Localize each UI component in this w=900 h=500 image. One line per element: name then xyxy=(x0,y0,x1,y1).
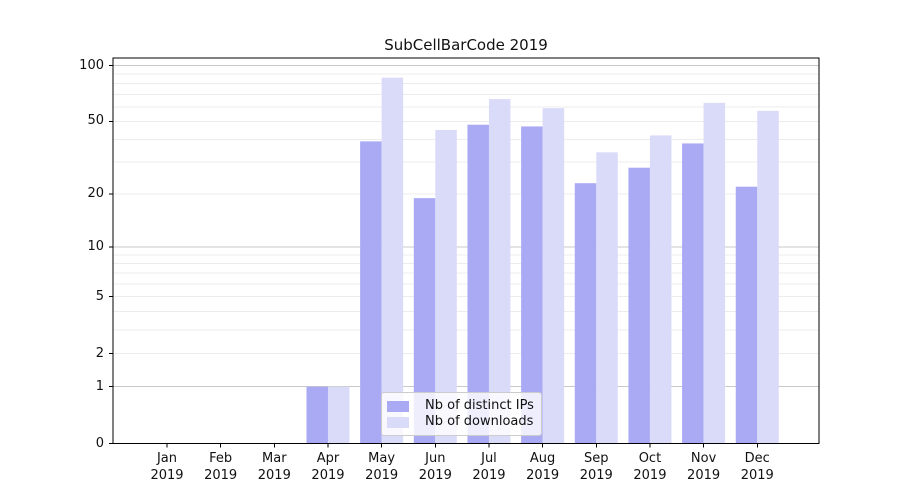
legend: Nb of distinct IPs Nb of downloads xyxy=(381,392,542,436)
x-axis-tick-label: Mar 2019 xyxy=(257,451,291,483)
y-axis-tick-label: 10 xyxy=(87,239,104,255)
bar-ips-nov xyxy=(682,143,704,444)
legend-item-distinct-ips: Nb of distinct IPs xyxy=(387,398,535,414)
bar-ips-dec xyxy=(735,186,758,444)
x-axis-tick-label: Jun 2019 xyxy=(418,451,452,483)
legend-swatch-downloads-icon xyxy=(387,416,409,428)
y-axis-tick-label: 100 xyxy=(79,57,104,73)
bar-ips-oct xyxy=(628,167,650,444)
x-axis-tick-label: Feb 2019 xyxy=(204,451,238,483)
bar-downloads-sep xyxy=(596,152,618,444)
bar-ips-apr xyxy=(306,386,328,444)
x-axis-tick-label: May 2019 xyxy=(365,451,399,483)
bar-ips-jul xyxy=(467,124,489,444)
bar-downloads-jun xyxy=(435,129,457,444)
bar-ips-jun xyxy=(413,198,436,444)
legend-item-downloads: Nb of downloads xyxy=(387,414,535,430)
y-axis-tick-label: 1 xyxy=(95,378,104,394)
bar-downloads-oct xyxy=(649,135,672,444)
x-axis-tick-label: Apr 2019 xyxy=(311,451,345,483)
chart-title: SubCellBarCode 2019 xyxy=(384,36,548,54)
legend-swatch-distinct-ips-icon xyxy=(387,400,409,412)
axes-spines xyxy=(112,57,820,445)
bar-downloads-aug xyxy=(542,108,565,444)
y-axis-tick-label: 50 xyxy=(87,113,104,129)
bar-ips-aug xyxy=(521,126,543,444)
bar-ips-may xyxy=(360,141,382,444)
bar-downloads-nov xyxy=(703,102,726,444)
bar-downloads-apr xyxy=(327,386,350,444)
y-axis-tick-label: 20 xyxy=(87,186,104,202)
bar-downloads-dec xyxy=(757,110,779,444)
y-axis-tick-label: 2 xyxy=(95,345,104,361)
x-axis-tick-label: Oct 2019 xyxy=(633,451,667,483)
bar-downloads-jul xyxy=(488,99,511,444)
y-axis-tick-label: 0 xyxy=(95,435,104,451)
bar-downloads-may xyxy=(381,77,404,444)
x-axis-tick-label: Sep 2019 xyxy=(579,451,613,483)
x-axis-tick-label: Jul 2019 xyxy=(472,451,506,483)
bar-ips-sep xyxy=(574,183,597,444)
x-axis-tick-label: Jan 2019 xyxy=(150,451,184,483)
x-axis-tick-label: Dec 2019 xyxy=(740,451,774,483)
y-axis-tick-label: 5 xyxy=(95,288,104,304)
x-axis-tick-label: Nov 2019 xyxy=(687,451,721,483)
legend-label-distinct-ips: Nb of distinct IPs xyxy=(425,398,534,413)
x-axis-tick-label: Aug 2019 xyxy=(526,451,560,483)
legend-label-downloads: Nb of downloads xyxy=(425,414,534,429)
